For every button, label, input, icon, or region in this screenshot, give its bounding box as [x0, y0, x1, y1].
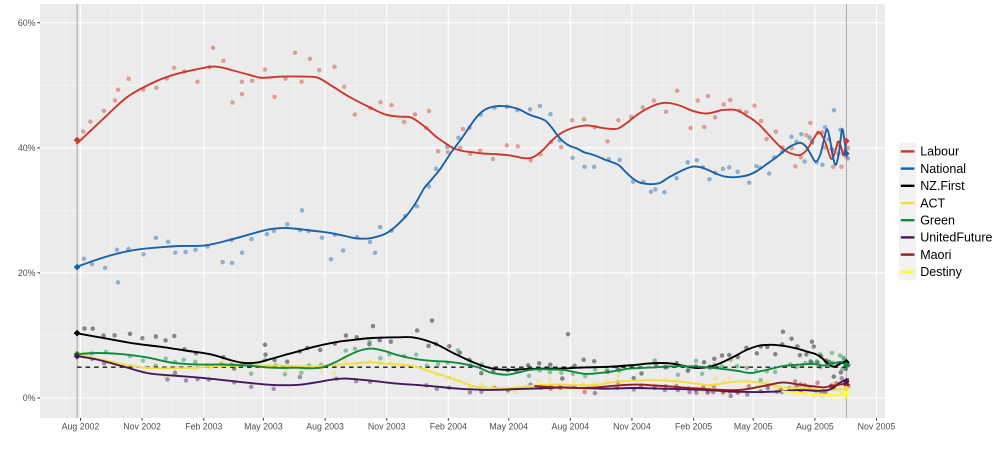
svg-text:Feb 2004: Feb 2004: [430, 422, 467, 432]
svg-text:60%: 60%: [18, 18, 36, 28]
svg-text:National: National: [920, 162, 966, 176]
svg-text:Aug 2003: Aug 2003: [306, 422, 344, 432]
svg-text:Labour: Labour: [920, 145, 959, 159]
svg-text:Nov 2005: Nov 2005: [858, 422, 896, 432]
svg-text:May 2003: May 2003: [244, 422, 283, 432]
svg-text:Green: Green: [920, 214, 955, 228]
svg-text:ACT: ACT: [920, 196, 945, 210]
svg-text:Maori: Maori: [920, 248, 951, 262]
svg-text:UnitedFuture: UnitedFuture: [920, 231, 992, 245]
svg-text:May 2005: May 2005: [734, 422, 773, 432]
svg-text:Aug 2004: Aug 2004: [551, 422, 589, 432]
svg-text:Feb 2003: Feb 2003: [185, 422, 222, 432]
svg-text:Nov 2003: Nov 2003: [368, 422, 406, 432]
svg-text:NZ.First: NZ.First: [920, 179, 965, 193]
svg-text:20%: 20%: [18, 268, 36, 278]
svg-text:40%: 40%: [18, 143, 36, 153]
svg-text:Nov 2004: Nov 2004: [613, 422, 651, 432]
svg-text:Feb 2005: Feb 2005: [675, 422, 712, 432]
svg-text:0%: 0%: [23, 393, 36, 403]
svg-text:Destiny: Destiny: [920, 265, 962, 279]
svg-text:May 2004: May 2004: [489, 422, 528, 432]
svg-text:Aug 2002: Aug 2002: [62, 422, 100, 432]
svg-text:Nov 2002: Nov 2002: [123, 422, 161, 432]
svg-text:Aug 2005: Aug 2005: [796, 422, 834, 432]
